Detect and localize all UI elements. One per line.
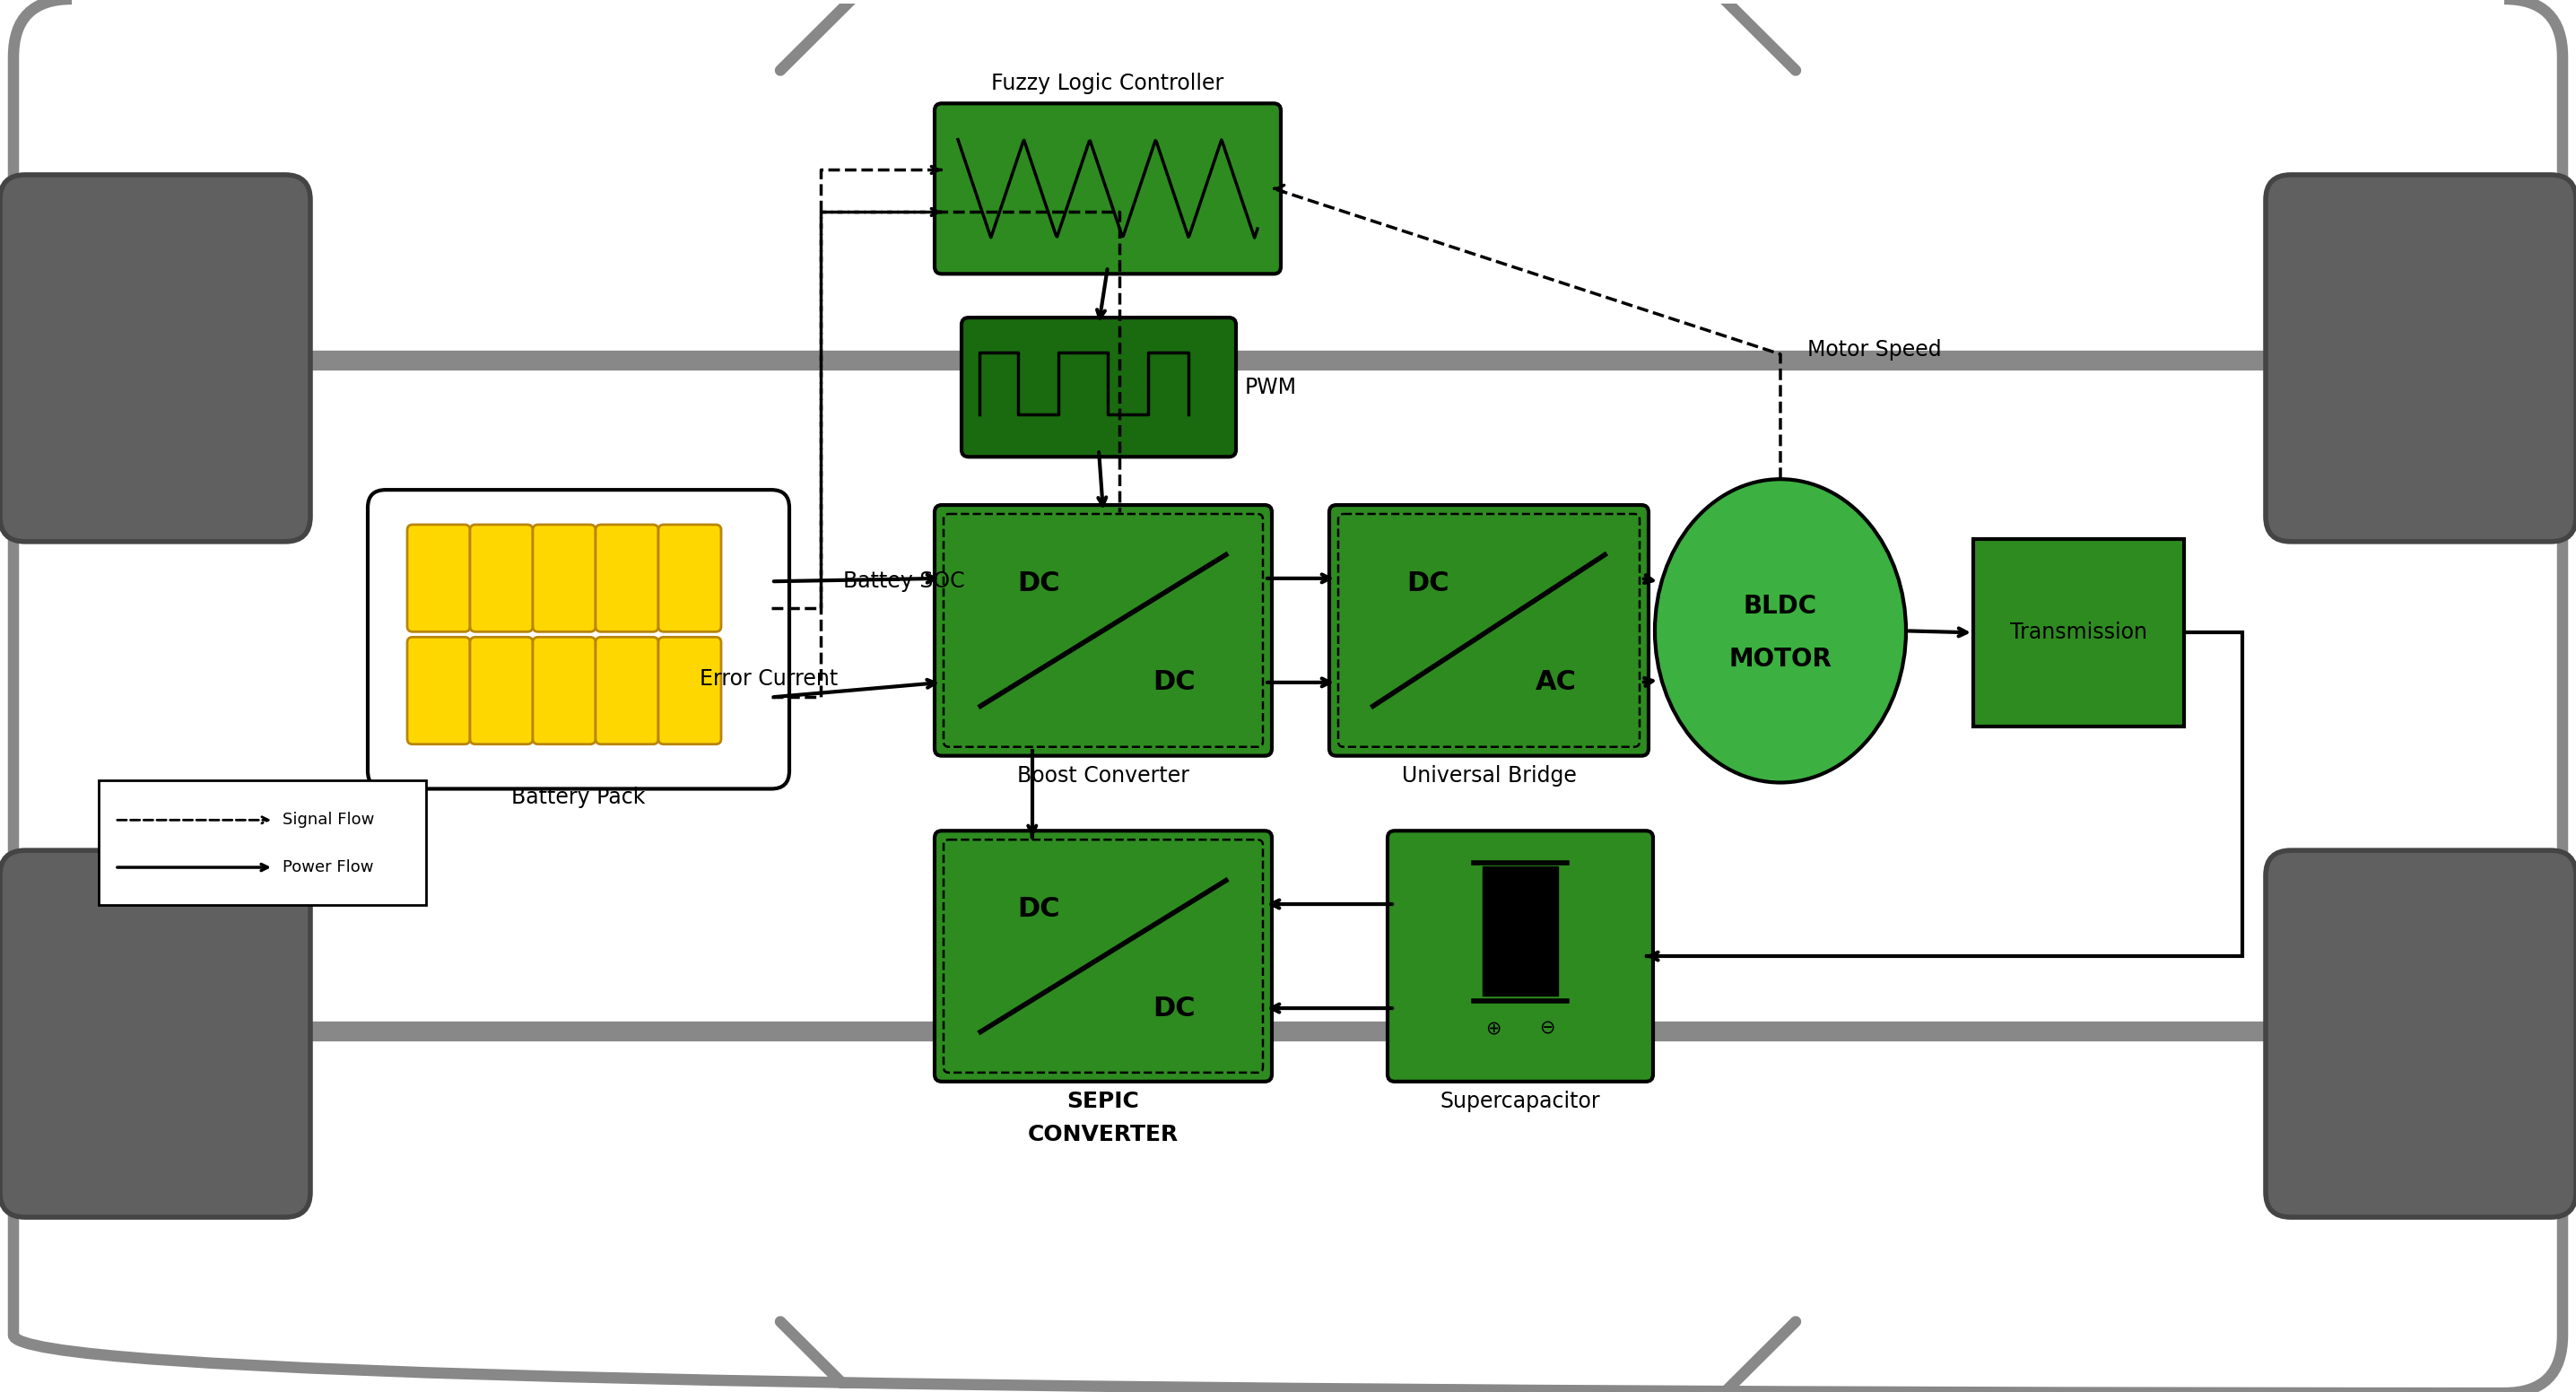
Text: DC: DC <box>1154 995 1195 1022</box>
Text: Error Current: Error Current <box>701 668 837 689</box>
Text: BLDC: BLDC <box>1744 593 1816 618</box>
FancyBboxPatch shape <box>368 490 788 789</box>
Ellipse shape <box>1654 479 1906 782</box>
FancyBboxPatch shape <box>659 638 721 745</box>
FancyBboxPatch shape <box>533 525 595 632</box>
Text: Fuzzy Logic Controller: Fuzzy Logic Controller <box>992 72 1224 95</box>
Text: Transmission: Transmission <box>2009 622 2148 643</box>
FancyBboxPatch shape <box>1388 831 1654 1082</box>
FancyBboxPatch shape <box>595 525 659 632</box>
Text: DC: DC <box>1018 571 1059 596</box>
Text: DC: DC <box>1154 670 1195 696</box>
Text: Universal Bridge: Universal Bridge <box>1401 764 1577 786</box>
FancyBboxPatch shape <box>2267 851 2576 1217</box>
Text: Motor Speed: Motor Speed <box>1808 340 1942 361</box>
FancyBboxPatch shape <box>935 505 1273 756</box>
Bar <box>1973 539 2184 727</box>
FancyBboxPatch shape <box>1329 505 1649 756</box>
Text: SEPIC: SEPIC <box>1066 1090 1139 1112</box>
Text: DC: DC <box>1406 571 1450 596</box>
Text: CONVERTER: CONVERTER <box>1028 1123 1180 1146</box>
Text: Power Flow: Power Flow <box>283 859 374 876</box>
Text: AC: AC <box>1535 670 1577 696</box>
FancyBboxPatch shape <box>659 525 721 632</box>
Text: Battey SOC: Battey SOC <box>842 571 966 592</box>
Text: Boost Converter: Boost Converter <box>1018 764 1190 786</box>
Text: DC: DC <box>1018 896 1059 922</box>
Text: Signal Flow: Signal Flow <box>283 812 374 828</box>
FancyBboxPatch shape <box>0 851 309 1217</box>
Bar <box>98 780 425 905</box>
Text: Battery Pack: Battery Pack <box>513 786 647 809</box>
FancyBboxPatch shape <box>469 525 533 632</box>
FancyBboxPatch shape <box>533 638 595 745</box>
FancyBboxPatch shape <box>407 525 469 632</box>
FancyBboxPatch shape <box>407 638 469 745</box>
Text: ⊕: ⊕ <box>1486 1019 1502 1037</box>
Text: ⊖: ⊖ <box>1540 1019 1556 1037</box>
FancyBboxPatch shape <box>961 317 1236 457</box>
FancyBboxPatch shape <box>935 103 1280 274</box>
Text: Supercapacitor: Supercapacitor <box>1440 1090 1600 1112</box>
FancyBboxPatch shape <box>935 831 1273 1082</box>
Bar <box>1484 866 1558 995</box>
FancyBboxPatch shape <box>2267 175 2576 541</box>
FancyBboxPatch shape <box>0 175 309 541</box>
Text: PWM: PWM <box>1244 376 1296 398</box>
FancyBboxPatch shape <box>595 638 659 745</box>
Text: MOTOR: MOTOR <box>1728 647 1832 672</box>
FancyBboxPatch shape <box>469 638 533 745</box>
